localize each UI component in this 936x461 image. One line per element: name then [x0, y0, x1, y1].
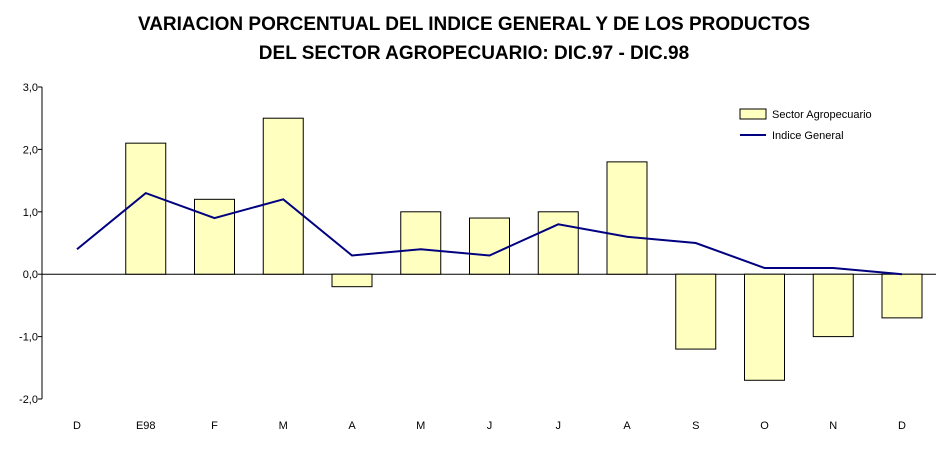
legend: Sector Agropecuario Indice General — [739, 108, 872, 142]
bar-sector-agropecuario — [469, 217, 510, 275]
x-tick-label: M — [279, 420, 288, 432]
bar-sector-agropecuario — [812, 273, 854, 338]
x-tick-label: J — [487, 420, 493, 432]
plot-area: 3,0 2,0 1,0 0,0 -1,0 -2,0 D E98 F M A M J J A S O N D — [19, 82, 936, 432]
x-tick-label: M — [416, 420, 425, 432]
x-tick-label: A — [623, 420, 631, 432]
bar-sector-agropecuario — [400, 211, 442, 275]
x-tick-label: O — [760, 420, 769, 432]
y-tick-label: 1,0 — [23, 207, 38, 219]
x-tick-label: D — [73, 420, 81, 432]
bar-sector-agropecuario — [881, 273, 923, 319]
legend-label-indice-general: Indice General — [772, 130, 844, 142]
x-tick-label: S — [692, 420, 699, 432]
x-tick-label: N — [829, 420, 837, 432]
bar-sector-agropecuario — [606, 161, 648, 275]
line-indice-general — [76, 191, 903, 276]
x-tick-label: A — [348, 420, 356, 432]
y-tick-label: 2,0 — [23, 144, 38, 156]
x-tick-label: F — [211, 420, 218, 432]
chart-title-line-2: DEL SECTOR AGROPECUARIO: DIC.97 - DIC.98 — [259, 43, 689, 64]
bar-sector-agropecuario — [125, 142, 167, 275]
x-tick-label: J — [556, 420, 562, 432]
y-tick-label: 0,0 — [23, 269, 38, 281]
bar-sector-agropecuario — [537, 211, 579, 275]
bar-sector-agropecuario — [331, 273, 373, 288]
x-tick-label: E98 — [136, 420, 156, 432]
y-tick-label: -2,0 — [19, 394, 38, 406]
y-tick-label: -1,0 — [19, 332, 38, 344]
bar-sector-agropecuario — [262, 117, 304, 275]
bar-sector-agropecuario — [675, 273, 717, 350]
legend-swatch-sector-agropecuario — [739, 108, 767, 120]
legend-label-sector-agropecuario: Sector Agropecuario — [772, 109, 872, 121]
bar-sector-agropecuario — [194, 198, 235, 275]
chart-title-line-1: VARIACION PORCENTUAL DEL INDICE GENERAL … — [138, 14, 810, 35]
x-tick-label: D — [898, 420, 906, 432]
y-tick-label: 3,0 — [23, 82, 38, 94]
bar-sector-agropecuario — [744, 273, 785, 381]
